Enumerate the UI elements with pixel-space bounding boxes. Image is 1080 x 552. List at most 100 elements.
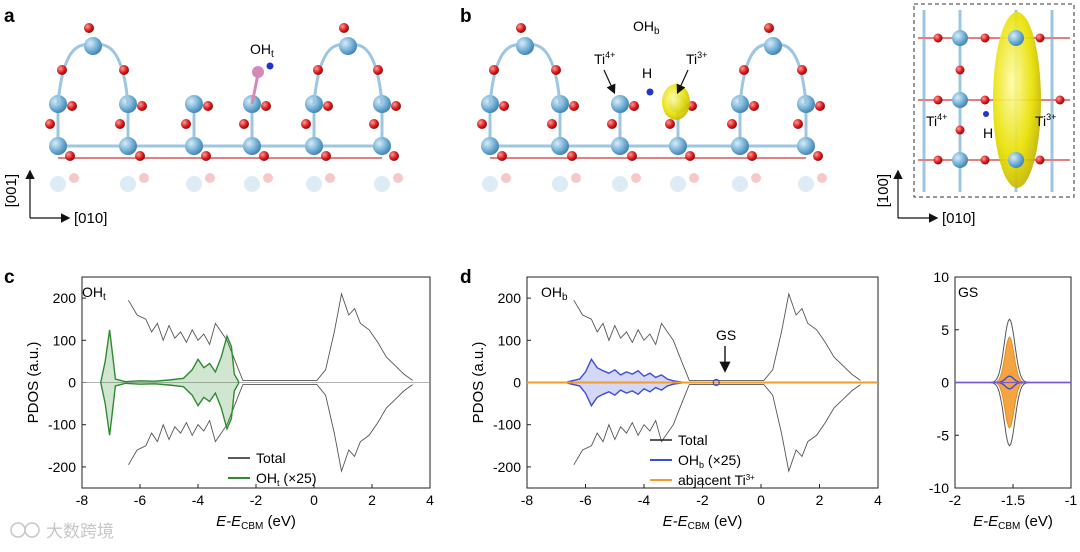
- o-atom: [65, 151, 75, 161]
- watermark: 大数跨境: [10, 522, 114, 541]
- axis-label-010-b: [010]: [942, 210, 975, 227]
- x-tick-label: -1.5: [1001, 492, 1025, 508]
- chart-e: -2 -1.5 -1 -10 -5 0 5 10 E-ECBM (eV): [929, 269, 1078, 532]
- o-atom: [665, 119, 675, 129]
- h-atom-inset: [983, 111, 989, 117]
- o-atom: [627, 151, 637, 161]
- x-tick-label: 4: [874, 492, 882, 508]
- o-atom: [797, 65, 807, 75]
- o-atom: [815, 101, 825, 111]
- y-tick-label: 200: [498, 290, 522, 306]
- o-atom: [1035, 155, 1045, 165]
- o-atom: [955, 65, 965, 75]
- ti-atom-faded: [306, 176, 322, 192]
- ti-atom-faded: [374, 176, 390, 192]
- o-atom: [369, 119, 379, 129]
- axes-indicator-a: [25, 169, 71, 223]
- ti-atom-faded: [50, 176, 66, 192]
- ti-atom-faded: [552, 176, 568, 192]
- y-tick-label: -100: [493, 417, 521, 433]
- legend-c-oht: OHt (×25): [256, 470, 316, 488]
- chart-c-inner-label: OHt: [82, 284, 106, 303]
- o-atom: [477, 119, 487, 129]
- x-tick-label: 0: [757, 492, 765, 508]
- y-tick-label: 10: [933, 269, 949, 285]
- legend-d-ti3: abjacent Ti3+: [678, 472, 755, 488]
- ti-atom-faded: [244, 176, 260, 192]
- legend-c-total: Total: [256, 450, 286, 466]
- o-atom: [259, 151, 269, 161]
- inset-ti3-label: Ti3+: [1035, 112, 1056, 129]
- ti-atom: [952, 152, 968, 168]
- ti-atom: [339, 37, 357, 55]
- o-atom: [489, 65, 499, 75]
- x-tick-label: -8: [521, 492, 534, 508]
- o-atom: [685, 151, 695, 161]
- o-atom: [727, 119, 737, 129]
- panel-label-d: d: [460, 267, 472, 288]
- o-atom: [84, 23, 94, 33]
- o-atom: [373, 65, 383, 75]
- x-tick-label: 2: [816, 492, 824, 508]
- ti-atom: [611, 95, 629, 113]
- ti-atom: [952, 30, 968, 46]
- y-tick-label: 100: [498, 332, 522, 348]
- ti-atom: [669, 137, 687, 155]
- plot-area: [527, 292, 878, 473]
- gap-state-marker: [712, 378, 720, 387]
- o-atom-faded: [817, 173, 827, 183]
- o-atom-faded: [689, 173, 699, 183]
- charge-density: [662, 84, 690, 120]
- ti-atom: [516, 37, 534, 55]
- ti-atom: [49, 137, 67, 155]
- chart-d-inner-label: OHb: [541, 284, 568, 303]
- x-tick-label: -6: [579, 492, 592, 508]
- o-atom: [119, 65, 129, 75]
- ti-atom: [611, 137, 629, 155]
- ti-atom-faded: [120, 176, 136, 192]
- o-atom-faded: [263, 173, 273, 183]
- o-atom: [980, 95, 990, 105]
- o-atom: [933, 155, 943, 165]
- x-tick-label: -4: [192, 492, 205, 508]
- ti-atom-faded: [186, 176, 202, 192]
- axis-label-100: [100]: [875, 174, 892, 207]
- o-atom: [339, 23, 349, 33]
- ti-atom-faded: [612, 176, 628, 192]
- o-atom-faded: [631, 173, 641, 183]
- plot-area: [955, 318, 1071, 447]
- y-tick-label: 0: [941, 375, 949, 391]
- o-atom: [567, 151, 577, 161]
- x-tick-label: 4: [426, 492, 434, 508]
- o-atom: [301, 119, 311, 129]
- structure-panel-a: [45, 23, 403, 192]
- gs-label-d: GS: [716, 327, 736, 343]
- o-atom-faded: [393, 173, 403, 183]
- o-atom: [764, 23, 774, 33]
- x-tick-label: 2: [368, 492, 376, 508]
- x-tick-label: -2: [250, 492, 263, 508]
- y-tick-label: 0: [68, 375, 76, 391]
- o-atom: [57, 65, 67, 75]
- x-tick-label: -4: [638, 492, 651, 508]
- legend-d-ohb: OHb (×25): [678, 452, 741, 470]
- h-atom-oht: [266, 62, 274, 70]
- x-axis-label: E-ECBM (eV): [216, 513, 296, 532]
- y-tick-label: -100: [48, 417, 76, 433]
- o-atom: [980, 33, 990, 43]
- y-tick-label: -200: [48, 459, 76, 475]
- ti4-label: Ti4+: [594, 50, 615, 67]
- o-atom: [499, 101, 509, 111]
- o-atom: [749, 101, 759, 111]
- o-atom-oht: [252, 66, 264, 78]
- panel-label-a: a: [4, 6, 15, 27]
- o-atom: [607, 119, 617, 129]
- series-total-down: [573, 384, 861, 473]
- chart-c: -8 -6 -4 -2 0 2 4 -200 -100 0 100 200 E-ECBM (eV) PDO…: [25, 276, 434, 532]
- structure-panel-b: [477, 23, 827, 192]
- o-atom: [933, 33, 943, 43]
- o-atom-faded: [571, 173, 581, 183]
- o-atom: [933, 95, 943, 105]
- x-tick-label: -8: [76, 492, 89, 508]
